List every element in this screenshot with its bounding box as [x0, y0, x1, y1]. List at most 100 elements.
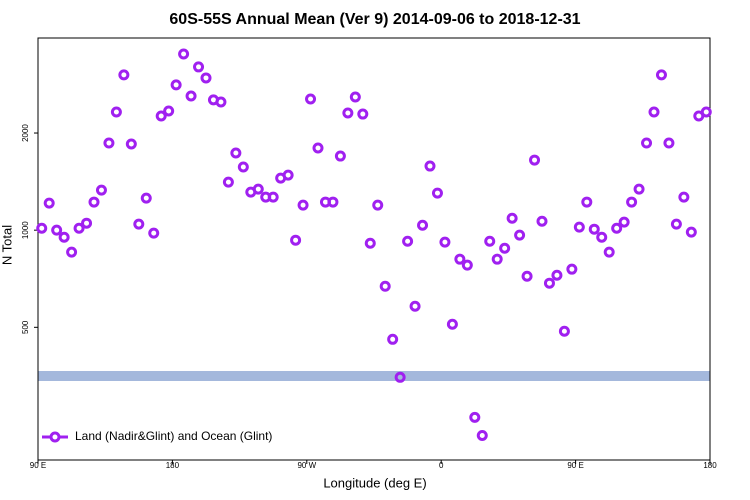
- data-point: [73, 222, 85, 234]
- x-tick-label: 180: [166, 461, 180, 470]
- data-point: [439, 236, 451, 248]
- data-point: [431, 187, 443, 199]
- data-point: [155, 110, 167, 122]
- data-point: [305, 93, 317, 105]
- reference-band: [38, 371, 710, 381]
- data-point: [379, 280, 391, 292]
- data-point: [581, 196, 593, 208]
- data-point: [700, 106, 712, 118]
- data-point: [424, 160, 436, 172]
- data-point: [125, 138, 137, 150]
- data-point: [596, 231, 608, 243]
- data-point: [178, 48, 190, 60]
- data-point: [282, 169, 294, 181]
- data-point: [148, 227, 160, 239]
- data-point: [88, 196, 100, 208]
- data-point: [618, 216, 630, 228]
- legend-label: Land (Nadir&Glint) and Ocean (Glint): [75, 429, 272, 443]
- data-point: [372, 199, 384, 211]
- plot-frame: [37, 37, 711, 461]
- data-point: [670, 218, 682, 230]
- data-point: [185, 90, 197, 102]
- data-point: [95, 184, 107, 196]
- data-point: [51, 224, 63, 236]
- data-point: [81, 217, 93, 229]
- data-point: [230, 147, 242, 159]
- data-point: [140, 192, 152, 204]
- data-point: [678, 191, 690, 203]
- data-point: [529, 154, 541, 166]
- data-point: [252, 183, 264, 195]
- data-point: [461, 259, 473, 271]
- data-point: [603, 246, 615, 258]
- data-point: [491, 253, 503, 265]
- x-tick-label: 90 W: [297, 461, 316, 470]
- data-point: [387, 333, 399, 345]
- y-tick-label: 500: [21, 320, 30, 334]
- y-tick-label: 1000: [21, 221, 30, 239]
- data-point: [36, 222, 48, 234]
- data-point: [626, 196, 638, 208]
- data-point: [536, 215, 548, 227]
- data-point: [588, 223, 600, 235]
- data-point: [417, 219, 429, 231]
- data-point: [506, 212, 518, 224]
- data-point: [551, 269, 563, 281]
- data-point: [394, 371, 406, 383]
- data-point: [573, 221, 585, 233]
- data-point: [514, 229, 526, 241]
- data-point: [648, 106, 660, 118]
- data-point: [655, 69, 667, 81]
- legend-marker: [49, 431, 61, 443]
- data-point: [118, 69, 130, 81]
- data-point: [312, 142, 324, 154]
- data-point: [110, 106, 122, 118]
- data-point: [200, 72, 212, 84]
- data-point: [484, 235, 496, 247]
- data-point: [349, 91, 361, 103]
- data-point: [409, 300, 421, 312]
- data-point: [685, 226, 697, 238]
- data-point: [193, 61, 205, 73]
- data-point: [66, 246, 78, 258]
- data-point: [342, 107, 354, 119]
- data-point: [103, 137, 115, 149]
- data-point: [476, 430, 488, 442]
- data-point: [290, 234, 302, 246]
- y-tick-label: 2000: [21, 124, 30, 142]
- x-tick-label: 0: [439, 461, 444, 470]
- data-point: [170, 79, 182, 91]
- data-point: [633, 183, 645, 195]
- data-point: [267, 191, 279, 203]
- data-point: [611, 222, 623, 234]
- data-point: [454, 253, 466, 265]
- data-point: [357, 108, 369, 120]
- x-tick-label: 90 E: [567, 461, 583, 470]
- data-point: [237, 161, 249, 173]
- y-axis-label: N Total: [0, 225, 14, 265]
- x-axis-label: Longitude (deg E): [323, 475, 426, 490]
- data-point: [641, 137, 653, 149]
- data-point: [334, 150, 346, 162]
- data-point: [402, 235, 414, 247]
- x-tick-label: 180: [703, 461, 717, 470]
- chart-title: 60S-55S Annual Mean (Ver 9) 2014-09-06 t…: [169, 11, 580, 28]
- data-point: [521, 270, 533, 282]
- data-point: [566, 263, 578, 275]
- data-point: [364, 237, 376, 249]
- data-point: [558, 325, 570, 337]
- data-point: [43, 197, 55, 209]
- data-point: [446, 318, 458, 330]
- data-point: [543, 277, 555, 289]
- data-point: [163, 105, 175, 117]
- data-point: [133, 218, 145, 230]
- x-tick-label: 90 E: [30, 461, 46, 470]
- data-point: [499, 242, 511, 254]
- data-point: [663, 137, 675, 149]
- data-point: [469, 411, 481, 423]
- data-point: [215, 96, 227, 108]
- data-point: [297, 199, 309, 211]
- data-point: [222, 176, 234, 188]
